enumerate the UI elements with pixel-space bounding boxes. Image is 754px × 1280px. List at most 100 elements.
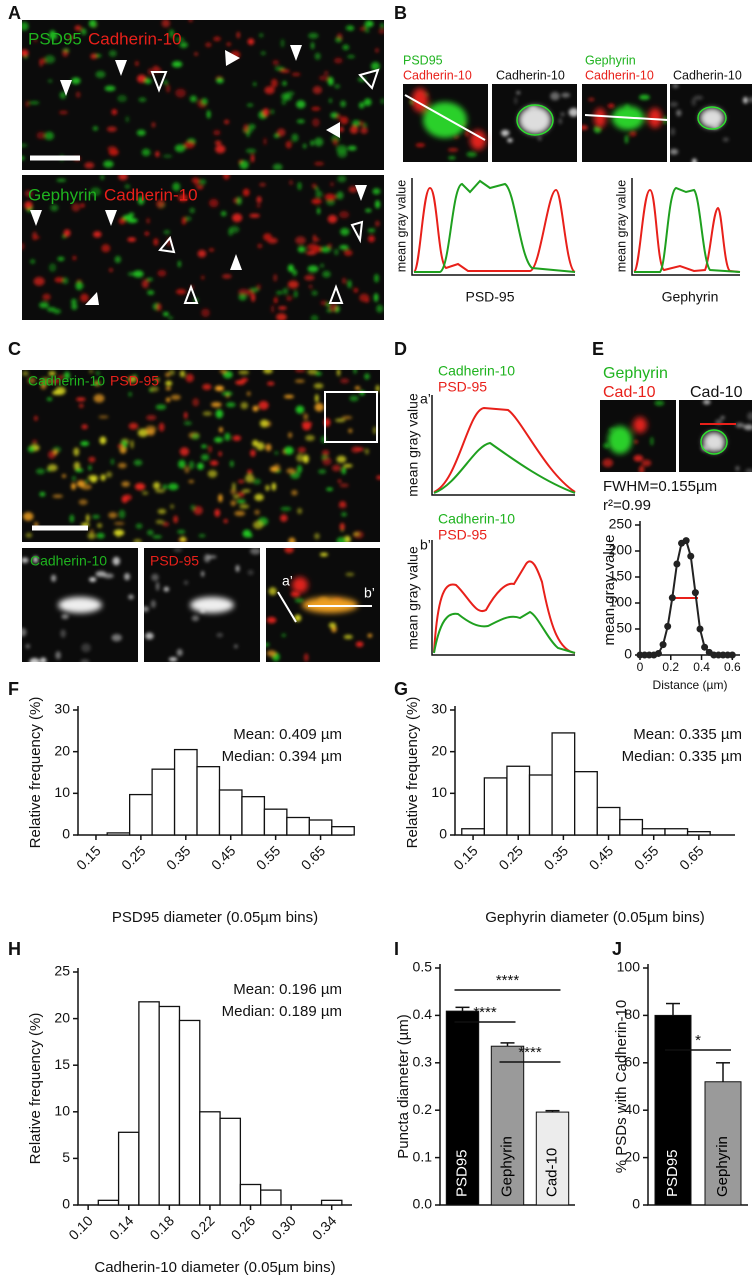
- x-tick-label: 0.55: [253, 842, 284, 873]
- punctum: [86, 514, 90, 523]
- punctum: [25, 532, 33, 538]
- punctum: [327, 76, 334, 86]
- punctum: [516, 91, 521, 95]
- punctum: [226, 402, 236, 408]
- punctum: [262, 108, 270, 117]
- punctum: [264, 86, 275, 95]
- x-tick-label: 0.22: [187, 1212, 218, 1243]
- legend-label: PSD-95: [438, 527, 487, 543]
- y-tick-label: 0.2: [413, 1101, 433, 1117]
- punctum: [201, 275, 205, 280]
- punctum: [296, 464, 303, 474]
- punctum: [314, 52, 321, 60]
- punctum: [720, 415, 725, 420]
- punctum: [188, 479, 195, 484]
- punctum: [336, 191, 344, 200]
- punctum: [321, 450, 330, 456]
- punctum: [310, 140, 314, 146]
- punctum: [247, 469, 253, 475]
- profile-line: [584, 114, 669, 121]
- punctum: [258, 400, 269, 410]
- punctum: [152, 65, 159, 69]
- punctum: [149, 386, 159, 392]
- punctum: [55, 651, 61, 660]
- punctum: [286, 295, 293, 301]
- punctum: [130, 439, 134, 449]
- punctum: [221, 391, 233, 396]
- punctum: [375, 220, 380, 227]
- punctum: [254, 493, 264, 501]
- profile-tag: b’: [420, 537, 431, 553]
- legend-label: PSD-95: [438, 379, 487, 395]
- blob: [700, 108, 724, 128]
- punctum: [314, 137, 324, 147]
- punctum: [108, 148, 119, 156]
- bar: [445, 1010, 480, 1206]
- punctum: [122, 214, 133, 220]
- punctum: [22, 143, 28, 147]
- punctum: [151, 122, 156, 128]
- punctum: [329, 303, 338, 312]
- punctum: [291, 489, 298, 496]
- punctum: [162, 311, 169, 317]
- punctum: [74, 25, 82, 31]
- category-label: Cad-10: [543, 1148, 560, 1197]
- punctum: [80, 293, 89, 303]
- punctum: [302, 454, 309, 464]
- channel-label: PSD-95: [150, 553, 199, 569]
- channel-label: Cadherin-10: [403, 68, 472, 82]
- punctum: [48, 263, 57, 272]
- punctum: [266, 650, 277, 657]
- punctum: [343, 249, 353, 256]
- punctum: [117, 462, 127, 469]
- punctum: [201, 444, 207, 449]
- punctum: [363, 98, 372, 107]
- punctum: [274, 66, 285, 71]
- y-tick-label: 0.1: [413, 1148, 433, 1164]
- y-tick-label: 30: [54, 701, 70, 717]
- punctum: [251, 293, 256, 302]
- punctum: [153, 481, 161, 490]
- punctum: [111, 108, 118, 116]
- x-axis-label: PSD-95: [465, 289, 514, 305]
- punctum: [90, 53, 97, 60]
- profile: [433, 441, 576, 494]
- point: [701, 643, 709, 651]
- punctum: [197, 249, 207, 258]
- blob: [648, 108, 662, 128]
- punctum: [124, 184, 131, 189]
- punctum: [157, 269, 167, 277]
- punctum: [296, 100, 306, 109]
- punctum: [58, 374, 63, 380]
- punctum: [747, 411, 752, 421]
- punctum: [95, 70, 106, 79]
- punctum: [348, 428, 353, 433]
- punctum: [633, 454, 644, 462]
- punctum: [185, 373, 194, 383]
- panel-label: C: [8, 339, 21, 359]
- punctum: [52, 390, 63, 396]
- punctum: [294, 290, 298, 298]
- y-tick-label: 0: [62, 1196, 70, 1212]
- punctum: [629, 130, 637, 137]
- punctum: [22, 371, 29, 376]
- bar: [151, 768, 176, 836]
- punctum: [220, 211, 227, 217]
- bar: [619, 818, 644, 836]
- punctum: [240, 402, 249, 410]
- punctum: [273, 273, 277, 282]
- punctum: [246, 533, 253, 538]
- x-tick-label: 0.26: [228, 1212, 259, 1243]
- punctum: [276, 128, 286, 137]
- punctum: [46, 468, 51, 472]
- punctum: [466, 151, 477, 158]
- punctum: [365, 448, 369, 455]
- punctum: [294, 370, 306, 372]
- punctum: [312, 118, 320, 127]
- profile-line: [404, 94, 486, 141]
- panel-label: E: [592, 339, 604, 359]
- punctum: [280, 514, 288, 522]
- punctum: [230, 500, 236, 507]
- punctum: [336, 144, 348, 154]
- punctum: [742, 96, 749, 104]
